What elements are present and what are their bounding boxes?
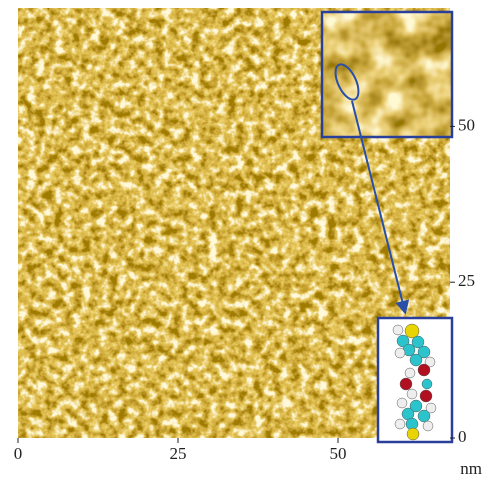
molecule-inset bbox=[376, 316, 454, 444]
x-tick-label: 25 bbox=[170, 444, 187, 463]
molecule-outline bbox=[334, 63, 360, 101]
y-tick-label: 0 bbox=[458, 427, 467, 446]
molecule-model bbox=[392, 323, 437, 441]
zoom-inset bbox=[320, 10, 454, 139]
zoom-image bbox=[322, 12, 452, 137]
x-tick-label: 50 bbox=[330, 444, 347, 463]
x-axis-label: nm bbox=[460, 459, 482, 478]
arrow bbox=[351, 100, 410, 315]
inset-border bbox=[320, 10, 454, 139]
x-tick-label: 0 bbox=[14, 444, 23, 463]
y-tick-label: 25 bbox=[458, 271, 475, 290]
y-tick-label: 50 bbox=[458, 115, 475, 134]
